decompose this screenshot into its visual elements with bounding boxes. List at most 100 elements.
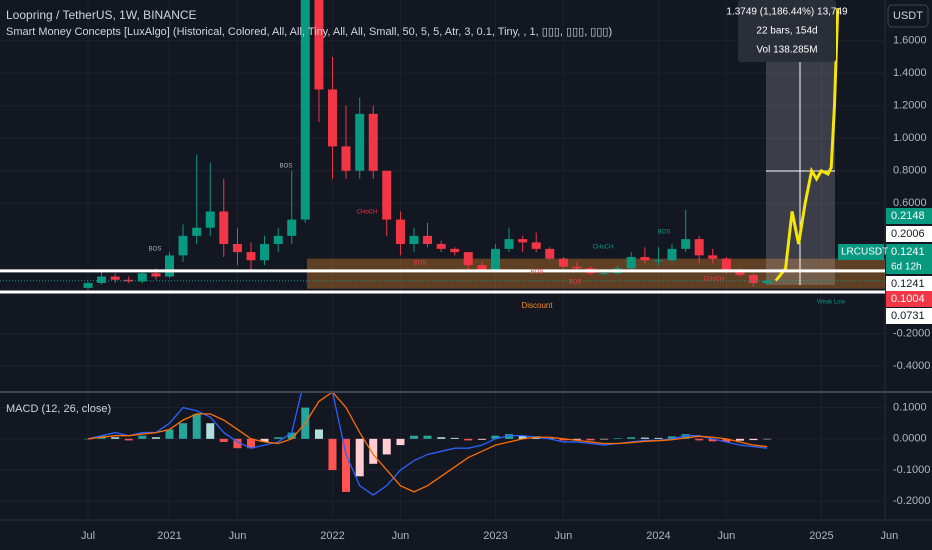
candle-body: [382, 170, 392, 220]
candle-body: [626, 256, 636, 269]
candle-body: [708, 255, 718, 259]
macd-histogram-bar: [613, 438, 622, 439]
currency-button[interactable]: [887, 4, 929, 28]
price-tag-label: 0.0731: [891, 310, 925, 322]
candle-body: [423, 235, 433, 244]
y-tick-label: 0.6000: [893, 197, 927, 209]
macd-histogram-bar: [151, 437, 160, 439]
candle-body: [572, 266, 582, 269]
discount-zone: [307, 258, 885, 289]
macd-histogram-bar: [491, 435, 500, 439]
candle-body: [463, 252, 473, 266]
candle-body: [260, 243, 270, 261]
x-tick-label: 2021: [157, 530, 181, 542]
candle-body: [667, 248, 677, 261]
candle-body: [219, 211, 229, 244]
y-tick-label: -0.2000: [893, 327, 930, 339]
candle-body: [721, 258, 731, 272]
x-tick-label: 2022: [320, 530, 344, 542]
candle-body: [436, 243, 446, 249]
x-tick-label: Jun: [881, 530, 899, 542]
candle-body: [341, 146, 351, 171]
macd-histogram-bar: [423, 435, 432, 439]
price-tag: [886, 226, 932, 242]
candle-body: [124, 279, 134, 282]
macd-histogram-bar: [369, 438, 378, 464]
macd-histogram-bar: [246, 438, 255, 449]
macd-histogram-bar: [627, 437, 636, 439]
annotation: CHoCH: [704, 277, 725, 283]
candle-body: [450, 248, 460, 253]
macd-histogram-bar: [287, 432, 296, 439]
y-tick-label: -0.1000: [893, 464, 930, 476]
axes: Jul 2021 Jun 2022 Jun 2023 Jun 2024 Jun 2025 Jun 1.…: [81, 0, 932, 542]
symbol-tag: [838, 244, 884, 260]
x-tick-label: Jun: [392, 530, 410, 542]
candle-body: [518, 239, 528, 243]
annotation: BOS: [569, 280, 582, 286]
macd-histogram-bar: [233, 438, 242, 449]
macd-histogram-bar: [572, 438, 581, 440]
macd-histogram-bar: [681, 434, 690, 439]
candle-body: [165, 255, 175, 277]
annotation: BOS: [149, 247, 162, 253]
macd-histogram-bar: [124, 438, 133, 441]
macd-histogram-bar: [640, 437, 649, 439]
price-tag-label: 0.2006: [891, 228, 925, 240]
measure-text: 22 bars, 154d: [756, 26, 817, 37]
candle-body: [762, 280, 772, 284]
candle-body: [178, 235, 188, 256]
macd-label: MACD (12, 26, close): [6, 403, 111, 415]
macd-histogram-bar: [206, 423, 215, 439]
candle-body: [355, 113, 365, 171]
y-tick-label: 1.2000: [893, 100, 927, 112]
price-tag: [886, 276, 932, 292]
annotation: CHoCH: [357, 210, 378, 216]
macd-histogram-bar: [722, 438, 731, 442]
price-tag: [886, 308, 932, 324]
countdown: 6d 12h: [891, 262, 922, 273]
macd-histogram-bar: [179, 423, 188, 439]
macd-histogram-bar: [735, 438, 744, 441]
x-tick-label: 2025: [809, 530, 833, 542]
macd-histogram-bar: [667, 436, 676, 439]
last-price-tag: [886, 244, 932, 274]
macd-histogram-bar: [464, 438, 473, 441]
candle-body: [368, 113, 378, 171]
macd-histogram-bar: [165, 429, 174, 439]
candle-body: [640, 256, 650, 261]
candle-body: [653, 260, 663, 262]
x-tick-label: Jun: [229, 530, 247, 542]
macd-histogram-bar: [274, 437, 283, 439]
macd-histogram-bar: [219, 438, 228, 442]
y-tick-label: -0.2000: [893, 495, 930, 507]
candle-body: [246, 252, 256, 261]
candle-body: [409, 235, 419, 244]
price-tag: [886, 291, 932, 307]
annotation: BOS: [531, 270, 544, 276]
candle-body: [192, 227, 202, 236]
macd-histogram-bar: [396, 438, 405, 446]
y-tick-label: 0.1000: [893, 402, 927, 414]
price-tag-label: 0.1241: [891, 278, 925, 290]
macd-histogram-bar: [437, 437, 446, 439]
candle-body: [137, 273, 147, 282]
macd-histogram-bar: [708, 438, 717, 442]
macd-histogram-bar: [192, 413, 201, 439]
measure-text: 1.3749 (1,186.44%) 13,749: [726, 7, 848, 18]
candle-body: [694, 239, 704, 256]
candle-body: [205, 211, 215, 228]
y-tick-label: 1.6000: [893, 35, 927, 47]
macd-histogram-bar: [518, 435, 527, 439]
measure-text: Vol 138.285M: [756, 45, 817, 56]
annotation: BOS: [414, 261, 427, 267]
candle-body: [477, 265, 487, 271]
y-tick-label: 0.0000: [893, 433, 927, 445]
macd-histogram-bar: [586, 438, 595, 441]
currency-label[interactable]: USDT: [893, 10, 923, 22]
y-tick-label: 0.8000: [893, 165, 927, 177]
candle-body: [97, 276, 107, 284]
x-tick-label: 2023: [483, 530, 507, 542]
x-tick-label: Jun: [555, 530, 573, 542]
